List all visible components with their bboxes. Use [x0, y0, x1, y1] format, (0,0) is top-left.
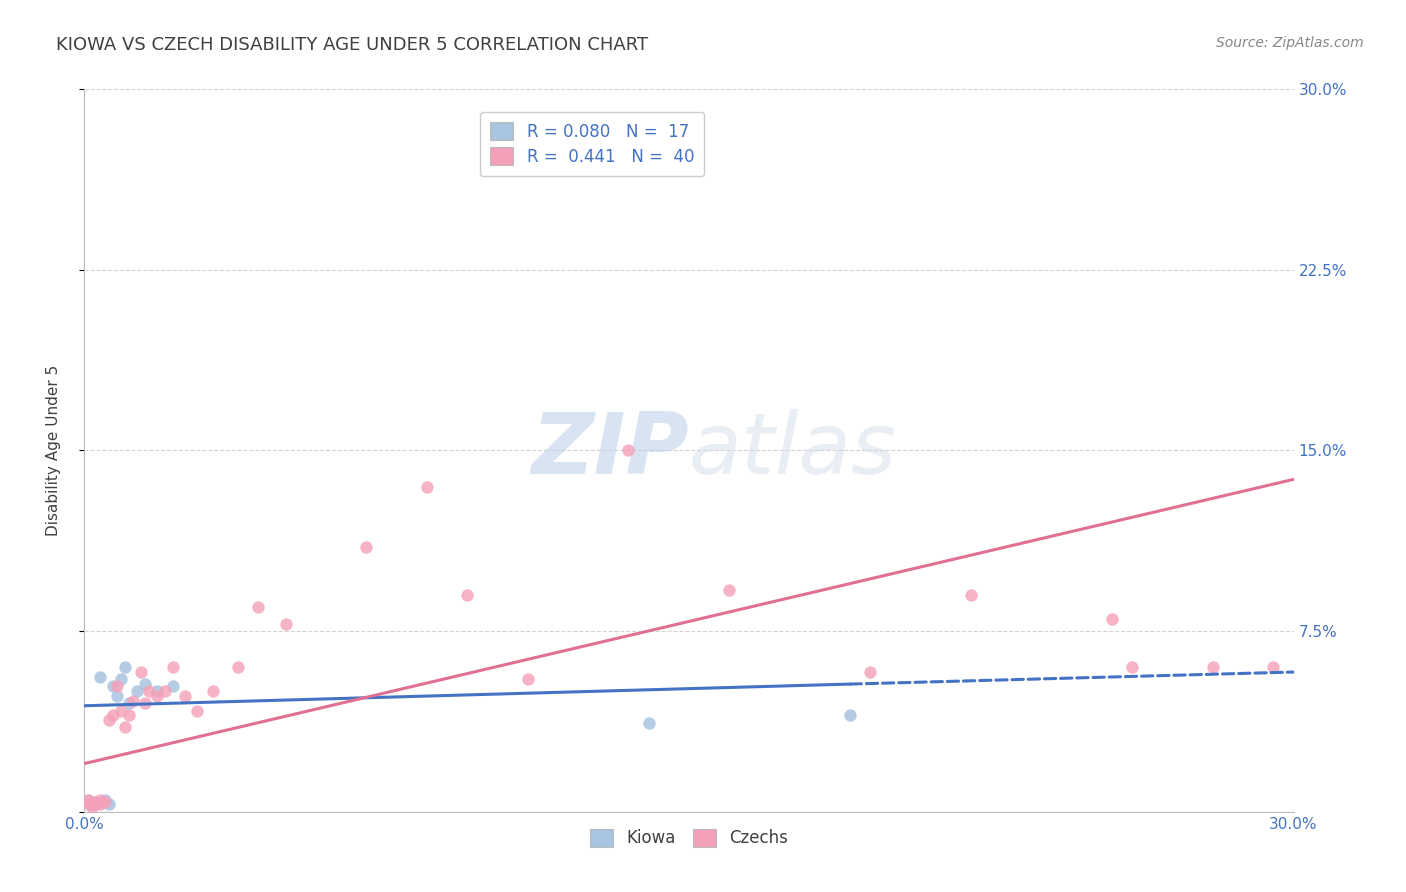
Point	[1202, 660, 1225, 674]
Point	[125, 684, 148, 698]
Y-axis label: Disability Age Under 5: Disability Age Under 5	[46, 365, 60, 536]
Text: Source: ZipAtlas.com: Source: ZipAtlas.com	[1216, 36, 1364, 50]
Point	[356, 540, 378, 554]
Point	[416, 480, 439, 494]
Point	[86, 795, 108, 809]
Text: KIOWA VS CZECH DISABILITY AGE UNDER 5 CORRELATION CHART: KIOWA VS CZECH DISABILITY AGE UNDER 5 CO…	[56, 36, 648, 54]
Point	[86, 795, 108, 809]
Text: atlas: atlas	[689, 409, 897, 492]
Point	[162, 680, 184, 694]
Point	[162, 660, 184, 674]
Point	[97, 713, 120, 727]
Point	[617, 443, 640, 458]
Point	[202, 684, 225, 698]
Point	[456, 588, 478, 602]
Point	[134, 677, 156, 691]
Point	[89, 797, 111, 812]
Point	[146, 689, 169, 703]
Point	[118, 708, 141, 723]
Point	[77, 797, 100, 812]
Point	[97, 797, 120, 812]
Point	[186, 704, 208, 718]
Point	[1263, 660, 1285, 674]
Point	[138, 684, 160, 698]
Point	[110, 673, 132, 687]
Point	[82, 797, 104, 812]
Point	[82, 800, 104, 814]
Point	[82, 795, 104, 809]
Point	[105, 680, 128, 694]
Point	[839, 708, 862, 723]
Point	[637, 715, 659, 730]
Point	[110, 704, 132, 718]
Point	[93, 793, 115, 807]
Point	[1101, 612, 1123, 626]
Point	[89, 670, 111, 684]
Point	[121, 694, 143, 708]
Text: ZIP: ZIP	[531, 409, 689, 492]
Point	[89, 793, 111, 807]
Point	[105, 689, 128, 703]
Point	[129, 665, 152, 679]
Point	[226, 660, 249, 674]
Point	[859, 665, 882, 679]
Point	[93, 795, 115, 809]
Point	[101, 708, 124, 723]
Point	[101, 680, 124, 694]
Point	[960, 588, 983, 602]
Point	[77, 793, 100, 807]
Point	[246, 599, 269, 614]
Point	[516, 673, 538, 687]
Point	[86, 797, 108, 812]
Point	[153, 684, 176, 698]
Point	[118, 696, 141, 710]
Point	[114, 660, 136, 674]
Point	[77, 793, 100, 807]
Point	[114, 721, 136, 735]
Point	[1121, 660, 1143, 674]
Point	[718, 583, 741, 598]
Point	[274, 616, 297, 631]
Point	[134, 696, 156, 710]
Point	[146, 684, 169, 698]
Point	[174, 689, 197, 703]
Legend: Kiowa, Czechs: Kiowa, Czechs	[583, 822, 794, 854]
